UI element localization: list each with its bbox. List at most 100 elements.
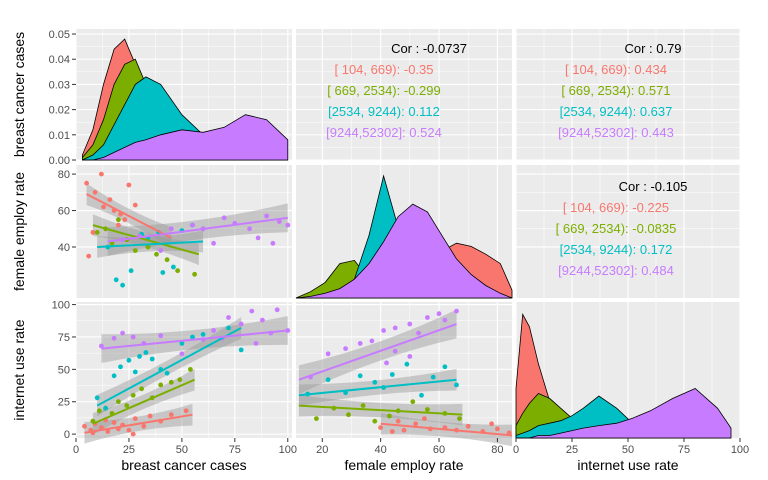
data-point <box>137 354 142 359</box>
x-tick-label: 50 <box>176 444 188 456</box>
data-point <box>132 202 138 208</box>
data-point <box>130 392 136 398</box>
data-point <box>425 407 430 412</box>
data-point <box>168 226 174 232</box>
correlation-group-3: [2534, 9244): 0.112 <box>328 104 440 119</box>
data-point <box>325 351 331 357</box>
x-tick-label: 75 <box>229 444 241 456</box>
data-point <box>145 244 151 250</box>
data-point <box>158 248 164 254</box>
data-point <box>314 416 319 421</box>
y-tick-label: 0.04 <box>49 54 70 66</box>
data-point <box>389 429 395 434</box>
y-tick-label: 80 <box>58 169 70 181</box>
data-point <box>489 421 494 427</box>
data-point <box>94 395 100 401</box>
data-point <box>139 386 145 392</box>
x-axis-title: female employ rate <box>344 457 463 473</box>
y-tick-label: 0.02 <box>49 105 70 117</box>
data-point <box>126 427 132 433</box>
x-tick-label: 80 <box>491 444 503 456</box>
data-point <box>200 332 206 337</box>
data-point <box>111 420 117 425</box>
data-point <box>143 350 149 355</box>
data-point <box>190 222 195 228</box>
data-point <box>360 403 366 408</box>
data-point <box>168 412 174 418</box>
data-point <box>384 360 389 366</box>
data-point <box>395 418 401 424</box>
data-point <box>130 334 136 340</box>
data-point <box>179 351 185 357</box>
data-point <box>381 328 386 333</box>
correlation-group-3: [2534, 9244): 0.172 <box>560 242 673 257</box>
data-point <box>101 204 106 210</box>
data-point <box>158 382 164 388</box>
data-point <box>221 215 227 221</box>
data-point <box>126 357 132 363</box>
data-point <box>264 213 269 219</box>
data-point <box>430 374 436 380</box>
scatter-internet-vs-employ <box>298 308 513 447</box>
data-point <box>92 189 98 195</box>
data-point <box>177 377 183 383</box>
x-tick-label: 50 <box>622 444 634 456</box>
data-point <box>126 182 132 188</box>
scatter-employ-vs-cancer <box>84 171 291 288</box>
data-point <box>285 222 291 228</box>
y-tick-label: 50 <box>58 364 70 376</box>
correlation-group-3: [2534, 9244): 0.637 <box>560 104 673 119</box>
data-point <box>99 343 104 349</box>
data-point <box>147 413 153 419</box>
x-axis-title: breast cancer cases <box>121 457 246 473</box>
data-point <box>389 372 395 377</box>
x-tick-label: 20 <box>316 444 328 456</box>
x-tick-label: 0 <box>73 444 79 456</box>
fit-line-4 <box>107 216 288 243</box>
data-point <box>392 348 398 354</box>
data-point <box>407 321 413 327</box>
data-point <box>168 379 174 385</box>
correlation-title: Cor : -0.0737 <box>391 41 467 56</box>
data-point <box>419 392 424 398</box>
x-axis-title: internet use rate <box>577 457 678 473</box>
data-point <box>132 248 138 254</box>
x-tick-label: 25 <box>123 444 135 456</box>
y-tick-label: 0.03 <box>49 79 70 91</box>
y-tick-label: 0.01 <box>49 130 70 142</box>
grid-cor-3 <box>515 165 741 298</box>
data-point <box>253 341 259 346</box>
data-point <box>369 338 375 344</box>
data-point <box>122 217 128 223</box>
data-point <box>116 222 121 228</box>
data-point <box>249 308 255 314</box>
data-point <box>130 431 136 437</box>
data-point <box>99 171 104 177</box>
data-point <box>190 334 195 340</box>
data-point <box>107 197 113 203</box>
data-point <box>270 240 276 246</box>
data-point <box>255 235 261 241</box>
fit-line-1 <box>84 413 193 434</box>
data-point <box>141 423 147 429</box>
fit-line-4 <box>298 323 457 381</box>
data-point <box>454 382 459 388</box>
y-tick-label: 0 <box>64 429 70 441</box>
data-point <box>387 413 392 419</box>
correlation-group-2: [ 669, 2534): -0.299 <box>327 83 440 98</box>
y-tick-label: 40 <box>58 242 70 254</box>
data-point <box>175 268 181 274</box>
data-point <box>82 423 87 429</box>
data-point <box>90 230 96 235</box>
scatter-internet-vs-cancer <box>82 307 291 444</box>
data-point <box>465 423 471 429</box>
data-point <box>276 219 282 224</box>
correlation-group-4: [9244,52302]: 0.484 <box>558 263 674 278</box>
data-point <box>378 425 383 430</box>
fit-line-1 <box>380 422 513 437</box>
density-area-4 <box>295 203 513 299</box>
data-point <box>346 412 351 418</box>
panel-scatter-internet-vs-employ <box>296 302 512 438</box>
correlation-group-4: [9244,52302]: 0.524 <box>326 125 442 140</box>
